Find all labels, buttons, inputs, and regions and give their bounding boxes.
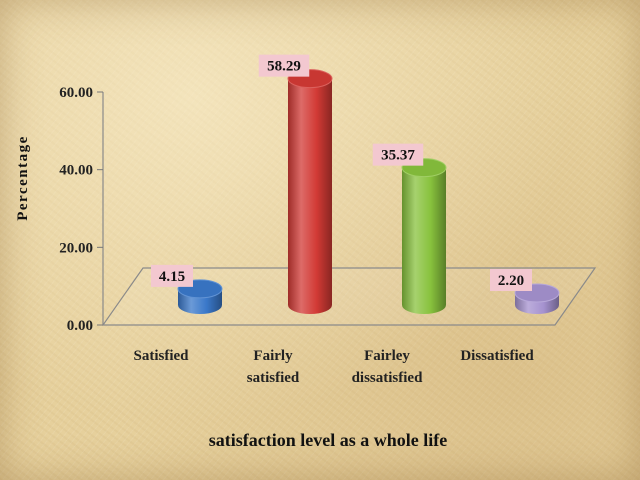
chart-walls	[101, 92, 597, 326]
x-axis: Satisfied Fairly satisfied Fairley dissatisf…	[133, 348, 534, 386]
value-label-text: 58.29	[267, 59, 301, 75]
value-label-text: 35.37	[381, 148, 415, 164]
y-tick-label: 0.00	[67, 318, 93, 334]
x-axis-title: satisfaction level as a whole life	[209, 430, 447, 450]
value-label-3: 2.20	[490, 269, 532, 291]
value-label-box	[372, 143, 424, 166]
value-label-2: 35.37	[372, 143, 424, 166]
bar-body	[402, 167, 446, 314]
x-tick-label: Satisfied	[133, 348, 189, 364]
value-label-box	[151, 264, 193, 287]
y-tick-label: 20.00	[59, 240, 93, 256]
y-tick-label: 60.00	[59, 85, 93, 101]
x-tick-label: Fairly satisfied	[247, 348, 300, 386]
value-label-0: 4.15	[151, 264, 193, 287]
bar-1	[287, 69, 333, 314]
bar-2	[401, 158, 447, 314]
y-axis: 0.00 20.00 40.00 60.00	[59, 85, 103, 334]
value-label-text: 2.20	[498, 273, 524, 289]
value-label-box	[258, 54, 310, 77]
value-label-1: 58.29	[258, 54, 310, 77]
value-label-box	[490, 269, 532, 291]
bar-body	[288, 78, 332, 314]
y-axis-title: Percentage	[15, 135, 31, 221]
value-labels: 4.15 58.29 35.37 2.20	[151, 54, 532, 291]
x-tick-label: Dissatisfied	[460, 348, 534, 364]
y-tick-label: 40.00	[59, 163, 93, 179]
value-label-text: 4.15	[159, 269, 185, 285]
x-tick-label: Fairley dissatisfied	[352, 348, 424, 386]
bars	[177, 69, 560, 314]
chart-floor	[101, 267, 597, 326]
